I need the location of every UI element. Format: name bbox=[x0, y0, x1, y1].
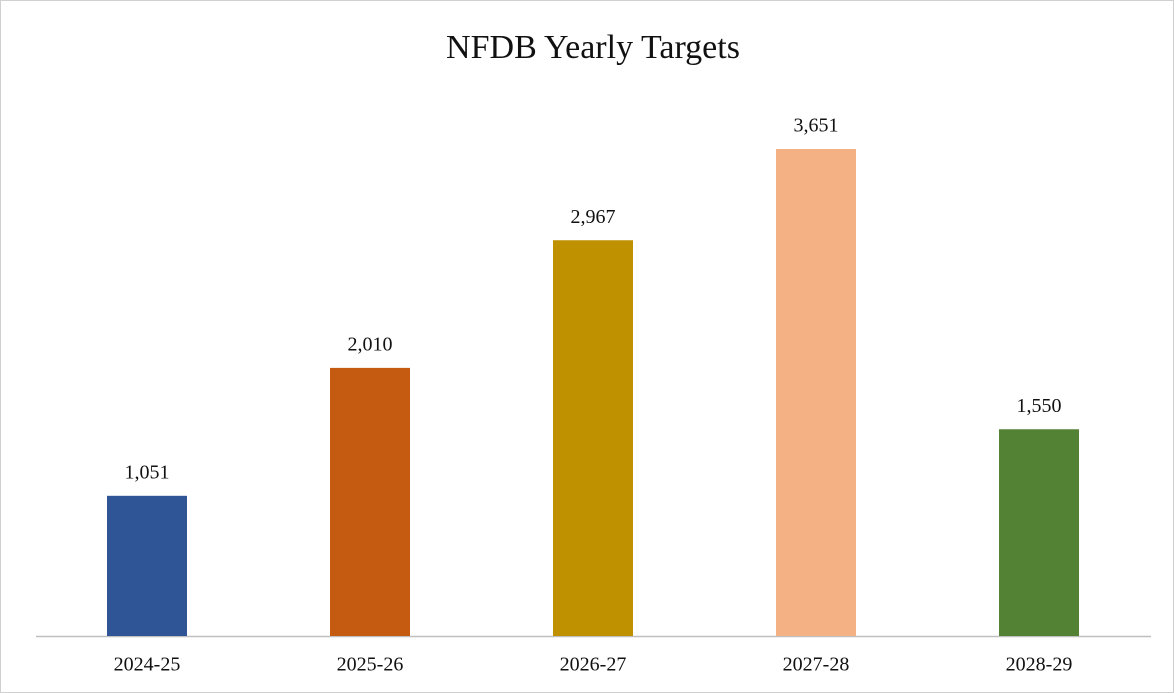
x-tick-label: 2027-28 bbox=[783, 654, 850, 676]
bar bbox=[107, 495, 187, 636]
x-tick-label: 2026-27 bbox=[560, 654, 627, 676]
bar bbox=[999, 429, 1079, 636]
bar bbox=[776, 149, 856, 636]
value-label: 2,967 bbox=[571, 206, 616, 228]
value-label: 2,010 bbox=[348, 333, 393, 355]
bar bbox=[330, 367, 410, 636]
value-label: 3,651 bbox=[794, 115, 839, 137]
chart-title: NFDB Yearly Targets bbox=[446, 29, 740, 66]
value-label: 1,051 bbox=[125, 461, 170, 483]
value-label: 1,550 bbox=[1017, 395, 1062, 417]
x-tick-label: 2024-25 bbox=[114, 654, 181, 676]
bar bbox=[553, 240, 633, 636]
x-tick-label: 2025-26 bbox=[337, 654, 404, 676]
x-tick-label: 2028-29 bbox=[1006, 654, 1073, 676]
